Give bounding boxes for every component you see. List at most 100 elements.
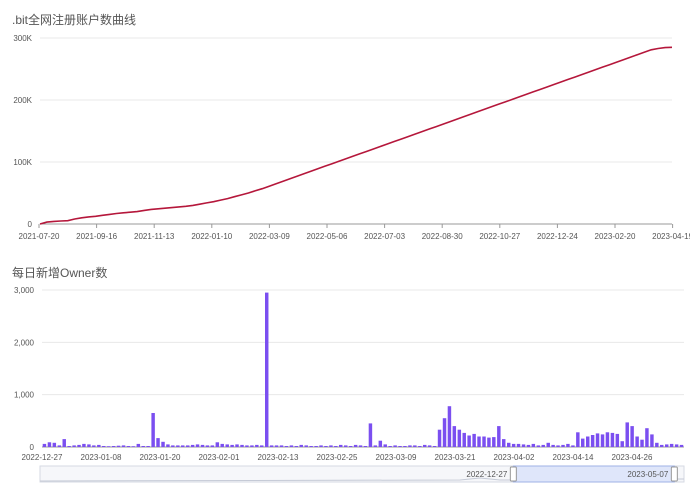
bar <box>423 444 427 447</box>
bar <box>600 434 605 447</box>
bar <box>97 444 101 447</box>
bar <box>245 445 249 447</box>
chart-title-accounts: .bit全网注册账户数曲线 <box>12 13 137 27</box>
bar <box>447 406 452 447</box>
bar <box>62 439 66 447</box>
bar <box>52 442 57 447</box>
bar <box>378 440 383 447</box>
bar <box>511 443 516 447</box>
bar <box>348 446 353 447</box>
bar <box>250 445 254 447</box>
x-tick-label: 2023-02-01 <box>199 453 240 462</box>
y-tick-label: 0 <box>28 220 33 229</box>
bar <box>665 444 669 447</box>
bar <box>393 445 397 447</box>
bar <box>650 434 654 447</box>
bar <box>546 442 550 447</box>
bar <box>566 443 570 447</box>
bar <box>220 443 224 447</box>
x-tick-label: 2022-05-06 <box>307 232 348 241</box>
zoom-handle-end[interactable] <box>670 466 678 482</box>
bar <box>457 429 462 447</box>
bar <box>334 446 338 447</box>
bar <box>487 437 491 447</box>
bar <box>269 445 274 447</box>
x-tick-label: 2022-12-27 <box>22 453 63 462</box>
bar <box>595 433 600 447</box>
bar <box>200 444 205 447</box>
bar <box>235 444 239 447</box>
y-tick-label: 200K <box>13 96 32 105</box>
bar-chart: 0 1,000 2,000 3,000 2022-12-27 2023-01-08 2023… <box>14 286 684 462</box>
bar <box>47 442 52 447</box>
bar <box>190 444 195 447</box>
bar <box>462 432 466 447</box>
bar <box>482 436 486 447</box>
x-tick-label: 2022-03-09 <box>249 232 290 241</box>
bar <box>131 446 136 447</box>
bar <box>329 445 333 447</box>
bar <box>77 444 81 447</box>
bar <box>427 445 432 447</box>
x-tick-label: 2022-12-24 <box>537 232 578 241</box>
bar <box>452 426 457 447</box>
bar <box>116 445 121 447</box>
bar <box>299 444 303 447</box>
bar <box>309 446 313 447</box>
zoom-handle-start[interactable] <box>509 466 517 482</box>
bar <box>625 422 629 447</box>
bar <box>195 444 200 447</box>
x-tick-label: 2022-07-03 <box>364 232 405 241</box>
bar <box>418 446 422 447</box>
bar <box>655 442 659 447</box>
bar <box>388 446 392 447</box>
bar <box>210 445 215 447</box>
bar <box>57 445 62 447</box>
bar <box>640 439 644 447</box>
bar <box>121 445 126 447</box>
bar <box>477 436 481 447</box>
bar <box>526 444 531 447</box>
zoom-end-label: 2023-05-07 <box>627 470 668 479</box>
bar <box>403 446 407 447</box>
x-tick-label: 2022-08-30 <box>422 232 463 241</box>
bar <box>294 446 299 447</box>
bar <box>67 446 71 447</box>
x-tick-label: 2023-04-26 <box>612 453 653 462</box>
bar <box>531 443 536 447</box>
bar <box>363 446 368 447</box>
bar <box>225 444 229 447</box>
bar <box>42 443 47 447</box>
bar <box>176 445 180 447</box>
y-tick-label: 100K <box>13 158 32 167</box>
bar <box>442 418 447 447</box>
x-tick-label: 2023-03-09 <box>376 453 417 462</box>
bar <box>260 445 264 447</box>
bar <box>492 437 496 447</box>
x-tick-label: 2023-02-20 <box>595 232 636 241</box>
bar <box>615 433 620 447</box>
bar <box>265 292 269 447</box>
x-tick-label: 2023-03-21 <box>435 453 476 462</box>
bar <box>156 438 160 447</box>
bar <box>581 438 585 447</box>
bar <box>106 446 111 447</box>
line-chart: 0 100K 200K 300K 2021-07-20 2021-09-16 2021-11… <box>13 34 690 241</box>
bar <box>230 444 234 447</box>
zoom-slider[interactable]: 2022-12-27 2023-05-07 <box>39 465 685 483</box>
bar <box>660 444 664 447</box>
zoom-start-label: 2022-12-27 <box>466 470 507 479</box>
y-tick-label: 0 <box>30 443 35 452</box>
bar <box>521 444 526 447</box>
bar <box>215 442 220 447</box>
bar <box>610 432 615 447</box>
x-tick-label: 2023-01-08 <box>81 453 122 462</box>
bar <box>126 446 131 447</box>
bar <box>368 423 373 447</box>
bar <box>304 445 308 447</box>
bar <box>536 445 541 447</box>
bar <box>240 444 244 447</box>
bar <box>274 445 279 447</box>
bar <box>136 443 141 447</box>
